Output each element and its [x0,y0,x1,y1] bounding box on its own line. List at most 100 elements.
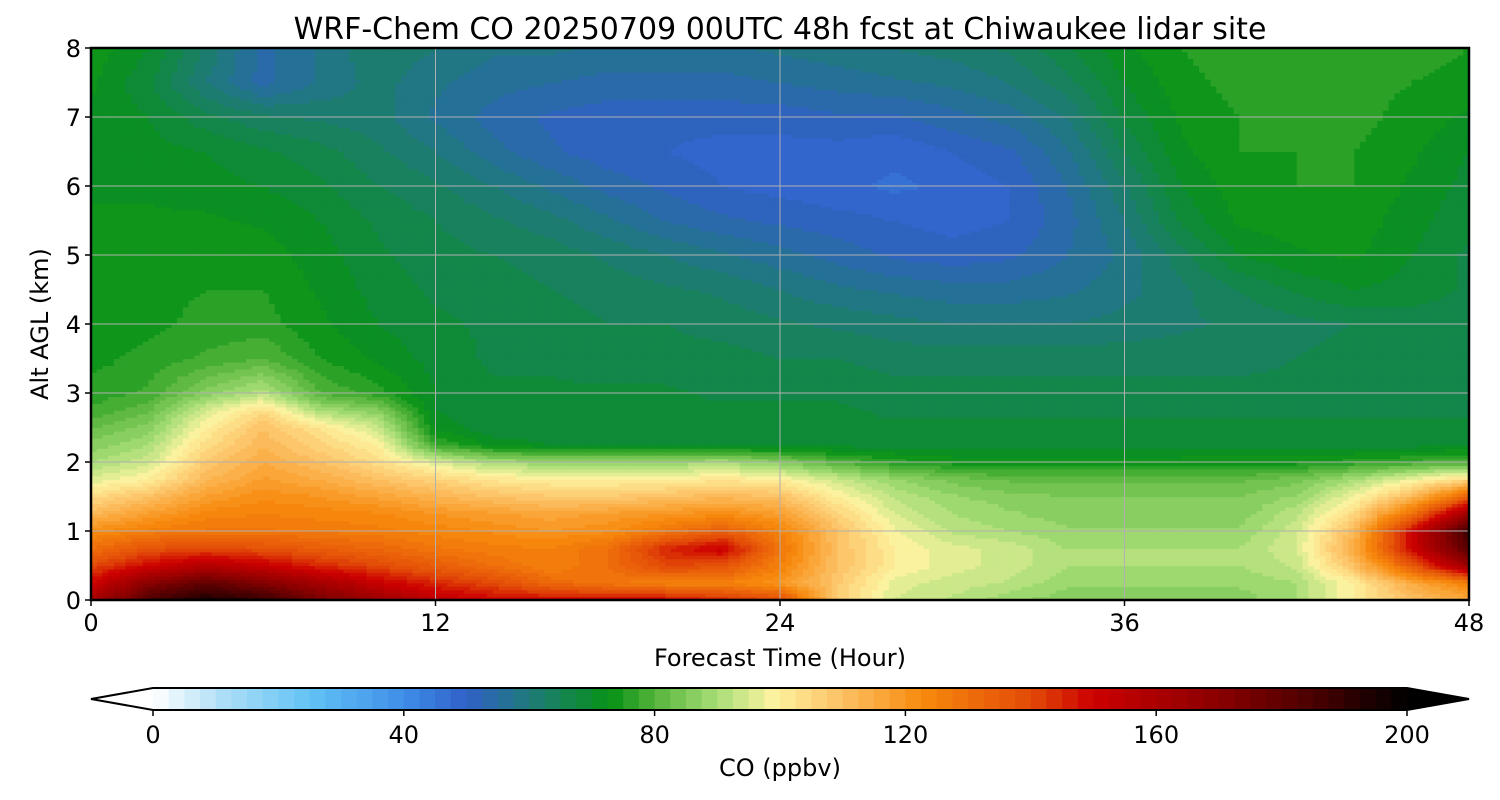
heatmap-cell [447,572,453,576]
heatmap-cell [1056,555,1062,559]
heatmap-cell [1170,555,1176,559]
heatmap-cell [131,534,137,538]
heatmap-cell [1308,583,1314,587]
heatmap-cell [200,579,206,583]
heatmap-cell [154,572,160,576]
heatmap-cell [487,576,493,580]
heatmap-cell [223,548,229,552]
heatmap-cell [998,583,1004,587]
heatmap-cell [326,559,332,563]
heatmap-cell [1159,566,1165,570]
heatmap-cell [809,569,815,573]
heatmap-cell [1274,590,1280,594]
heatmap-cell [338,566,344,570]
heatmap-cell [1044,552,1050,556]
heatmap-cell [1320,531,1326,535]
heatmap-cell [338,538,344,542]
heatmap-cell [1216,576,1222,580]
heatmap-cell [1222,541,1228,545]
heatmap-cell [102,576,108,580]
heatmap-cell [814,531,820,535]
heatmap-cell [315,576,321,580]
heatmap-cell [987,572,993,576]
heatmap-cell [413,583,419,587]
heatmap-cell [1314,534,1320,538]
heatmap-cell [837,538,843,542]
heatmap-cell [1015,579,1021,583]
heatmap-cell [545,531,551,535]
heatmap-cell [183,562,189,566]
heatmap-cell [1061,590,1067,594]
heatmap-cell [1142,562,1148,566]
heatmap-cell [1228,548,1234,552]
heatmap-cell [1257,583,1263,587]
heatmap-cell [1130,559,1136,563]
heatmap-cell [458,572,464,576]
heatmap-cell [97,572,103,576]
heatmap-cell [1073,572,1079,576]
heatmap-cell [895,583,901,587]
heatmap-cell [1406,531,1412,535]
heatmap-cell [338,552,344,556]
heatmap-cell [625,555,631,559]
heatmap-cell [878,583,884,587]
heatmap-cell [1027,534,1033,538]
heatmap-cell [407,576,413,580]
heatmap-cell [194,552,200,556]
heatmap-cell [470,566,476,570]
heatmap-cell [424,566,430,570]
heatmap-cell [1452,569,1458,573]
heatmap-cell [1280,555,1286,559]
heatmap-cell [1423,545,1429,549]
heatmap-cell [826,579,832,583]
heatmap-cell [992,572,998,576]
heatmap-cell [855,534,861,538]
heatmap-cell [1015,531,1021,535]
heatmap-cell [820,586,826,590]
heatmap-cell [1113,555,1119,559]
heatmap-cell [189,579,195,583]
heatmap-cell [568,579,574,583]
heatmap-cell [1262,569,1268,573]
heatmap-cell [740,562,746,566]
heatmap-cell [1222,579,1228,583]
heatmap-cell [1297,590,1303,594]
heatmap-cell [223,562,229,566]
heatmap-cell [1239,548,1245,552]
heatmap-cell [763,583,769,587]
heatmap-cell [217,555,223,559]
heatmap-cell [447,569,453,573]
heatmap-cell [114,586,120,590]
heatmap-cell [981,583,987,587]
heatmap-cell [1199,559,1205,563]
heatmap-cell [883,593,889,597]
heatmap-cell [1021,593,1027,597]
heatmap-cell [746,562,752,566]
heatmap-cell [556,552,562,556]
heatmap-cell [102,555,108,559]
heatmap-cell [1015,541,1021,545]
heatmap-cell [436,576,442,580]
heatmap-cell [1435,583,1441,587]
heatmap-cell [550,566,556,570]
heatmap-cell [504,593,510,597]
heatmap-cell [1291,545,1297,549]
heatmap-cell [206,545,212,549]
heatmap-cell [102,538,108,542]
heatmap-cell [700,590,706,594]
heatmap-cell [1371,566,1377,570]
heatmap-cell [143,569,149,573]
heatmap-cell [763,566,769,570]
heatmap-cell [705,531,711,535]
heatmap-cell [1159,569,1165,573]
heatmap-cell [809,579,815,583]
heatmap-cell [148,579,154,583]
heatmap-cell [969,569,975,573]
heatmap-cell [143,559,149,563]
heatmap-cell [533,586,539,590]
heatmap-cell [1280,548,1286,552]
heatmap-cell [355,552,361,556]
heatmap-cell [1153,579,1159,583]
heatmap-cell [814,548,820,552]
heatmap-cell [470,555,476,559]
